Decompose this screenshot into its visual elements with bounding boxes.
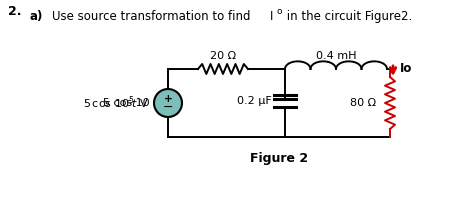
Text: in the circuit Figure2.: in the circuit Figure2. [283,10,412,23]
Text: Io: Io [400,62,412,76]
Text: Figure 2: Figure 2 [250,152,308,165]
Text: a): a) [30,10,44,23]
Text: −: − [163,101,173,114]
Circle shape [154,89,182,117]
Text: $5\,\cos\,10^5\!t\ \mathrm{V}$: $5\,\cos\,10^5\!t\ \mathrm{V}$ [82,95,149,111]
Text: I: I [270,10,273,23]
Text: o: o [277,7,283,16]
Text: 20 Ω: 20 Ω [210,51,236,61]
Text: 5 cos 10: 5 cos 10 [103,98,150,108]
Text: Use source transformation to find: Use source transformation to find [52,10,254,23]
Text: +: + [164,94,173,104]
Text: 80 Ω: 80 Ω [350,98,376,108]
Text: 2.: 2. [8,5,21,18]
Text: 0.4 mH: 0.4 mH [316,51,356,61]
Text: 0.2 μF: 0.2 μF [237,96,272,106]
